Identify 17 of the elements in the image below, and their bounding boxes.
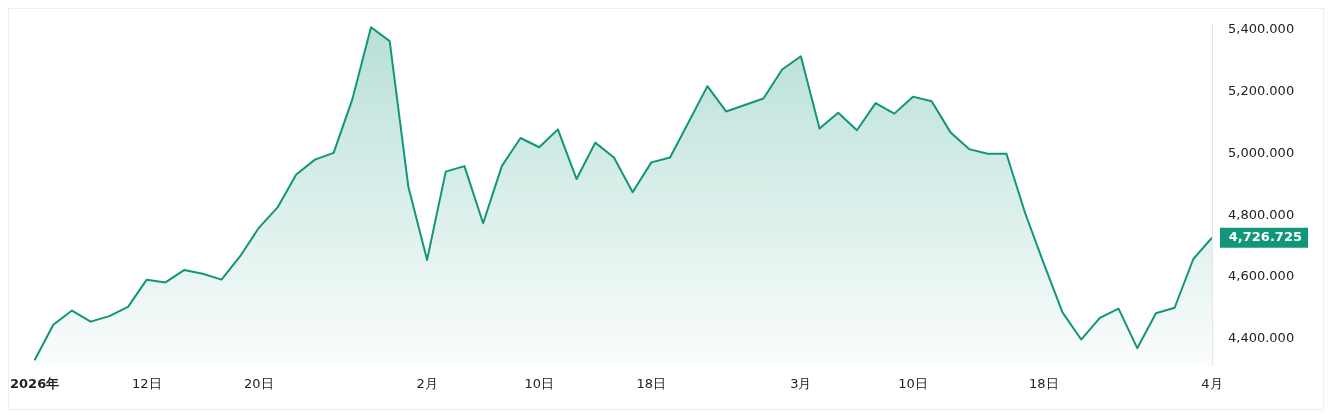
x-tick-label: 10日 (524, 375, 554, 391)
annotation: 4,726.725 (1228, 229, 1302, 245)
x-tick-label: 2026年 (10, 375, 60, 391)
x-tick-label: 4月 (1201, 375, 1223, 391)
y-tick-label: 4,800.000 (1228, 206, 1295, 222)
x-tick-label: 12日 (131, 375, 162, 391)
y-tick-label: 4,400.000 (1228, 330, 1295, 345)
y-tick-label: 5,200.000 (1228, 83, 1295, 99)
x-tick-label: 20日 (244, 375, 274, 391)
x-tick-label: 10日 (898, 375, 928, 391)
x-tick-label: 18日 (636, 375, 667, 391)
y-tick-label: 4,600.000 (1228, 268, 1295, 284)
y-tick-label: 5,000.000 (1228, 144, 1295, 160)
y-tick-label: 5,400.000 (1228, 21, 1295, 37)
x-tick-label: 2月 (416, 375, 438, 391)
x-tick-label: 3月 (790, 375, 812, 391)
x-tick-label: 18日 (1029, 375, 1059, 391)
